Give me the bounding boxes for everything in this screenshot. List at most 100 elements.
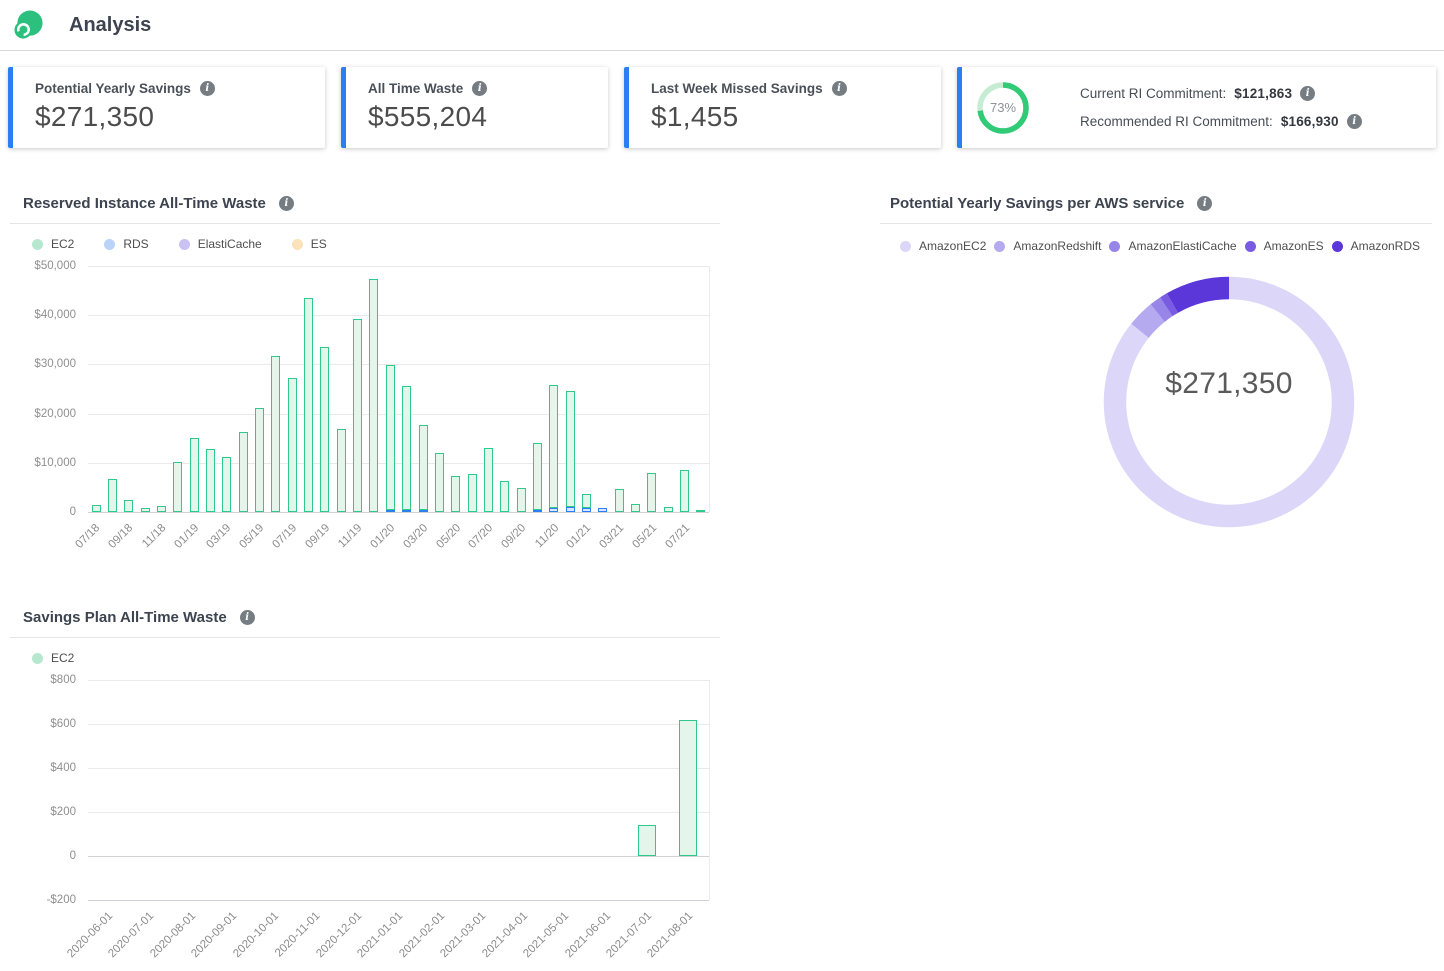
- legend-label: ES: [310, 237, 327, 251]
- bar-EC2-12/20[interactable]: [565, 390, 575, 508]
- info-icon[interactable]: [199, 81, 215, 96]
- bar-EC2-02/20[interactable]: [402, 385, 412, 511]
- bar-EC2-04/19[interactable]: [238, 431, 248, 512]
- bar-EC2-07/20[interactable]: [483, 448, 493, 512]
- legend-dot-icon: [994, 240, 1006, 252]
- divider: [10, 637, 720, 638]
- info-icon[interactable]: [1300, 86, 1316, 101]
- legend-dot-icon: [900, 240, 911, 252]
- bar-EC2-01/20[interactable]: [385, 365, 395, 511]
- kpi-card-ri-commitment: 73% Current RI Commitment: $121,863 Reco…: [957, 67, 1436, 148]
- bar-EC2-05/20[interactable]: [451, 476, 461, 512]
- bar-EC2-10/20[interactable]: [532, 443, 542, 510]
- bar-EC2-07/21[interactable]: [679, 469, 689, 512]
- ri-row-label: Current RI Commitment:: [1080, 86, 1227, 101]
- bar-EC2-08/20[interactable]: [500, 481, 510, 512]
- bar-EC2-07/18[interactable]: [91, 504, 101, 512]
- info-icon[interactable]: [278, 195, 294, 211]
- legend-dot-icon: [104, 238, 116, 250]
- donut-ring[interactable]: [1099, 272, 1359, 532]
- legend-label: AmazonES: [1263, 239, 1324, 253]
- current-ri-commitment-row: Current RI Commitment: $121,863: [1080, 86, 1362, 101]
- info-icon[interactable]: [472, 81, 488, 96]
- y-axis-label: $400: [50, 762, 76, 774]
- info-icon[interactable]: [1346, 114, 1362, 129]
- bar-RDS-02/21[interactable]: [598, 507, 608, 512]
- legend-item-AmazonElastiCache[interactable]: AmazonElastiCache: [1109, 239, 1237, 253]
- divider: [10, 223, 720, 224]
- gridline: [88, 856, 709, 857]
- bar-EC2-11/19[interactable]: [353, 319, 363, 512]
- x-axis-label: 05/21: [630, 522, 660, 551]
- bar-EC2-03/21[interactable]: [614, 488, 624, 512]
- legend-item-AmazonEC2[interactable]: AmazonEC2: [900, 239, 986, 253]
- bar-EC2-05/21[interactable]: [647, 472, 657, 512]
- x-axis-label: 09/18: [106, 522, 136, 551]
- gauge-fill[interactable]: [977, 81, 1029, 134]
- bar-EC2-07/19[interactable]: [287, 377, 297, 512]
- kpi-label: All Time Waste: [368, 81, 464, 96]
- bar-EC2-09/19[interactable]: [320, 346, 330, 512]
- gridline: [88, 266, 709, 267]
- bar-EC2-03/20[interactable]: [418, 424, 428, 511]
- bar-EC2-01/21[interactable]: [581, 494, 591, 508]
- bar-EC2-08/18[interactable]: [108, 478, 117, 512]
- bar-EC2-06/21[interactable]: [663, 507, 673, 512]
- bar-EC2-12/18[interactable]: [173, 461, 183, 512]
- chart-title: Reserved Instance All-Time Waste: [23, 194, 266, 212]
- legend-dot-icon: [32, 652, 43, 664]
- donut-slice-AmazonRDS[interactable]: [1103, 276, 1355, 528]
- bar-EC2-11/18[interactable]: [157, 505, 167, 512]
- kpi-value: $555,204: [368, 101, 488, 132]
- bar-EC2-09/20[interactable]: [516, 488, 526, 512]
- bar-EC2-01/19[interactable]: [189, 438, 199, 512]
- legend-item-AmazonRDS[interactable]: AmazonRDS: [1331, 239, 1420, 253]
- bar-EC2-11/20[interactable]: [549, 385, 559, 509]
- bar-RDS-10/20[interactable]: [532, 509, 542, 512]
- legend-item-RDS[interactable]: RDS: [104, 237, 149, 251]
- info-icon[interactable]: [831, 81, 847, 96]
- bar-EC2-08/21[interactable]: [696, 510, 706, 512]
- kpi-card-last-week-missed-savings: Last Week Missed Savings $1,455: [624, 67, 941, 148]
- legend-item-EC2[interactable]: EC2: [32, 651, 74, 665]
- bar-EC2-04/21[interactable]: [630, 503, 640, 512]
- bar-EC2-04/20[interactable]: [434, 452, 444, 512]
- info-icon[interactable]: [239, 609, 255, 625]
- info-icon[interactable]: [1197, 195, 1213, 211]
- gridline: [88, 812, 709, 813]
- bar-EC2-08/19[interactable]: [304, 298, 314, 512]
- bar-RDS-12/20[interactable]: [565, 507, 575, 512]
- donut-center-total: $271,350: [1165, 367, 1293, 400]
- legend-dot-icon: [178, 238, 190, 250]
- bar-EC2-10/19[interactable]: [336, 429, 346, 512]
- legend-item-ElastiCache[interactable]: ElastiCache: [178, 237, 262, 251]
- legend-item-AmazonRedshift[interactable]: AmazonRedshift: [994, 239, 1101, 253]
- gridline: [88, 680, 709, 681]
- legend-item-EC2[interactable]: EC2: [32, 237, 74, 251]
- legend-item-ES[interactable]: ES: [291, 237, 327, 251]
- x-axis-label: 03/21: [597, 522, 627, 551]
- bar-EC2-2021-08-01[interactable]: [679, 719, 698, 856]
- legend-item-AmazonES[interactable]: AmazonES: [1244, 239, 1324, 253]
- bar-EC2-05/19[interactable]: [255, 407, 265, 512]
- app-header: Analysis: [0, 0, 1444, 51]
- bar-EC2-2021-07-01[interactable]: [637, 825, 656, 856]
- gauge-ring-icon: [977, 81, 1029, 134]
- bar-EC2-02/19[interactable]: [206, 448, 216, 512]
- bar-EC2-09/18[interactable]: [124, 500, 134, 512]
- bar-RDS-03/20[interactable]: [418, 510, 428, 512]
- y-axis-label: $10,000: [34, 456, 76, 469]
- bar-EC2-10/18[interactable]: [140, 507, 150, 512]
- bar-EC2-12/19[interactable]: [369, 279, 379, 512]
- x-axis-label: 01/19: [172, 522, 201, 551]
- bar-RDS-01/21[interactable]: [581, 507, 591, 512]
- gridline: [88, 724, 709, 725]
- bar-EC2-03/19[interactable]: [222, 456, 232, 512]
- bar-RDS-02/20[interactable]: [402, 510, 412, 512]
- y-axis-label: $30,000: [34, 358, 76, 371]
- bar-RDS-01/20[interactable]: [385, 510, 395, 512]
- bar-EC2-06/20[interactable]: [467, 474, 477, 512]
- bar-RDS-11/20[interactable]: [549, 508, 559, 512]
- savings-per-service-chart-header: Potential Yearly Savings per AWS service: [880, 192, 1432, 214]
- bar-EC2-06/19[interactable]: [271, 356, 281, 512]
